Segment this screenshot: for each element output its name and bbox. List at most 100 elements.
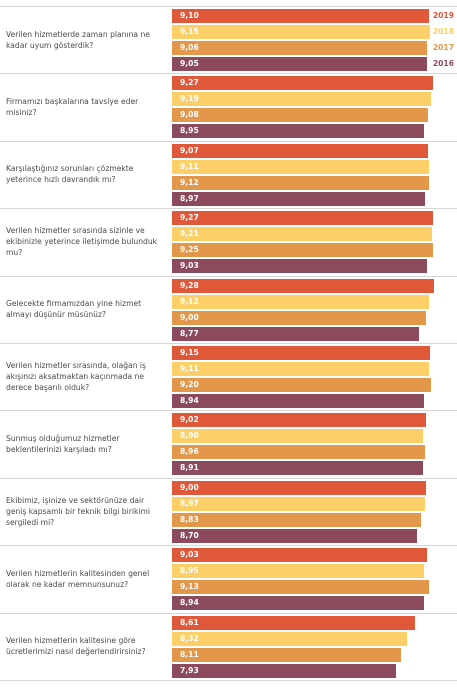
separator [0,410,457,412]
bar [172,25,431,39]
value-label: 9,05 [180,59,199,68]
question-label: Gelecekte firmamızdan yine hizmet almayı… [6,299,142,320]
separator [0,612,457,614]
bar [172,362,429,376]
value-label: 8,95 [180,566,199,576]
bar [172,480,426,495]
bar [172,310,426,325]
legend-entry: 2016 [432,59,454,68]
value-label: 9,27 [180,78,199,88]
value-label: 9,08 [180,110,199,120]
bar [172,647,401,662]
value-label: 8,70 [180,530,199,540]
value-label: 9,03 [180,550,199,560]
value-label: 9,13 [180,582,199,592]
bar [172,596,425,611]
bar [172,259,427,274]
bar [172,191,425,206]
value-label: 8,32 [180,633,199,643]
value-label: 9,19 [180,94,199,104]
question-label: Verilen hizmetlerde zaman planına ne kad… [6,29,150,50]
bar [172,108,429,123]
value-label: 9,03 [180,261,199,271]
question-label: Verilen hizmetler sırasında sizinle ve e… [6,226,158,258]
bar [172,243,433,258]
value-label: 8,97 [180,193,199,203]
bar [172,227,432,242]
value-label: 8,97 [180,498,199,508]
value-label: 9,02 [180,415,199,425]
bar [172,461,424,476]
bar [172,159,429,174]
value-label: 9,11 [180,161,199,171]
bar [172,512,421,527]
value-label: 8,61 [180,617,199,627]
value-label: 9,06 [180,43,199,52]
value-label: 9,20 [180,380,199,389]
value-label: 9,00 [180,482,199,492]
value-label: 9,21 [180,229,199,239]
separator [0,208,457,210]
bar [172,429,423,444]
value-label: 9,07 [180,145,199,155]
bar [172,445,425,460]
separator [0,6,457,7]
value-label: 9,11 [180,364,199,373]
value-label: 8,96 [180,447,199,457]
separator [0,477,457,479]
value-label: 9,15 [180,348,199,357]
bar [172,76,434,91]
bar [172,394,425,408]
separator [0,140,457,142]
bar [172,413,427,428]
value-label: 8,94 [180,598,199,608]
question-label: Ekibimiz, işinize ve sektörünüze dair ge… [6,495,150,527]
value-label: 9,12 [180,177,199,187]
bar [172,496,425,511]
value-label: 7,93 [180,665,199,675]
legend-entry: 2017 [432,43,454,52]
bar [172,41,428,55]
bar [172,580,430,595]
bar [172,631,407,646]
bar [172,564,425,579]
value-label: 9,00 [180,312,199,322]
bar [172,57,428,71]
legend-entry: 2019 [432,11,454,20]
value-label: 9,27 [180,213,199,223]
bar [172,124,425,139]
bar [172,92,432,107]
question-label: Firmamızı başkalarına tavsiye eder misin… [6,97,139,118]
question-label: Verilen hizmetler sırasında, olağan iş a… [6,361,146,393]
separator [0,73,457,75]
bar [172,278,434,293]
value-label: 9,25 [180,245,199,255]
bar [172,528,418,543]
legend-entry: 2018 [432,27,454,36]
bar [172,143,428,158]
value-label: 8,94 [180,396,199,405]
value-label: 8,90 [180,431,199,441]
bar [172,663,396,678]
bar [172,346,431,360]
value-label: 9,12 [180,296,199,306]
value-label: 9,15 [180,27,199,36]
question-label: Verilen hizmetlerin kalitesine göre ücre… [6,636,146,657]
value-label: 8,91 [180,463,199,473]
bar [172,615,415,630]
value-label: 8,11 [180,649,199,659]
value-label: 8,77 [180,328,199,338]
question-label: Sunmuş olduğumuz hizmetler beklentilerin… [6,434,120,455]
bar [172,9,429,23]
bar [172,326,420,341]
question-label: Verilen hizmetlerin kalitesinden genel o… [6,568,150,589]
separator [0,680,457,681]
question-label: Karşılaştığınız sorunları çözmekte yeter… [6,164,134,185]
separator [0,545,457,547]
value-label: 9,10 [180,11,199,20]
value-label: 8,95 [180,126,199,136]
bar [172,378,432,392]
value-label: 8,83 [180,514,199,524]
bar [172,548,427,563]
